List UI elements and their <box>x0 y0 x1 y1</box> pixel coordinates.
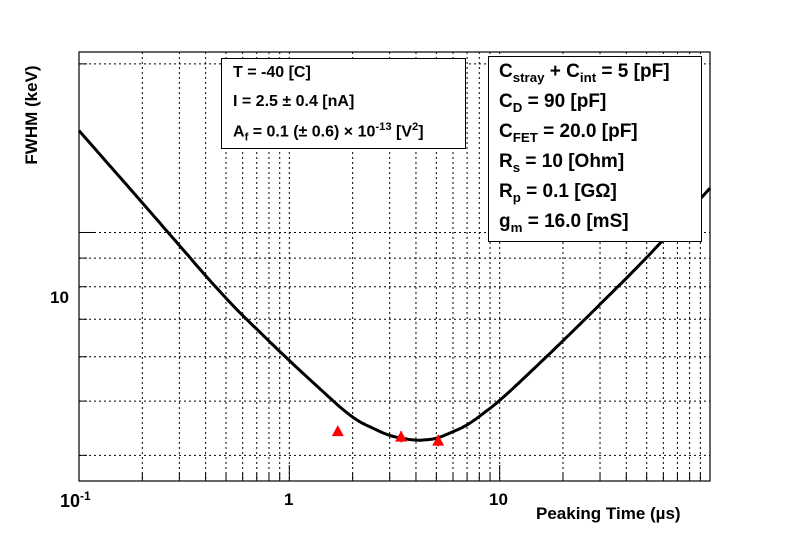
rp-text: Rp = 0.1 [GΩ] <box>499 181 617 205</box>
x-tick-label-2: 10 <box>489 490 508 509</box>
plot-frame <box>78 51 711 482</box>
x-axis-label: Peaking Time (µs) <box>536 504 681 523</box>
measurement-point-2 <box>432 434 445 446</box>
current-text: I = 2.5 ± 0.4 [nA] <box>233 93 355 110</box>
parameters-box-left: T = -40 [C] I = 2.5 ± 0.4 [nA] Af = 0.1 … <box>221 58 466 149</box>
measurement-point-1 <box>395 430 408 442</box>
y-axis-label: FWHM (keV) <box>22 65 41 165</box>
temperature-text: T = -40 [C] <box>233 64 311 81</box>
gm-text: gm = 16.0 [mS] <box>499 211 629 235</box>
cd-text: CD = 90 [pF] <box>499 91 607 115</box>
cfet-text: CFET = 20.0 [pF] <box>499 121 638 145</box>
af-text: Af = 0.1 (± 0.6) × 10-13 [V2] <box>233 121 424 144</box>
fit-curve <box>77 129 712 442</box>
x-tick-label-1: 1 <box>284 490 294 509</box>
rs-text: Rs = 10 [Ohm] <box>499 151 625 175</box>
parameters-box-right: Cstray + Cint = 5 [pF] CD = 90 [pF] CFET… <box>488 56 702 242</box>
plot-border <box>78 51 711 482</box>
y-tick-label-0: 10 <box>50 288 69 307</box>
x-tick-label-0: 10-1 <box>60 489 91 511</box>
axis-ticks <box>78 63 711 481</box>
measurement-point-0 <box>331 425 344 437</box>
cstray-text: Cstray + Cint = 5 [pF] <box>499 61 670 85</box>
series-layer <box>77 129 712 447</box>
